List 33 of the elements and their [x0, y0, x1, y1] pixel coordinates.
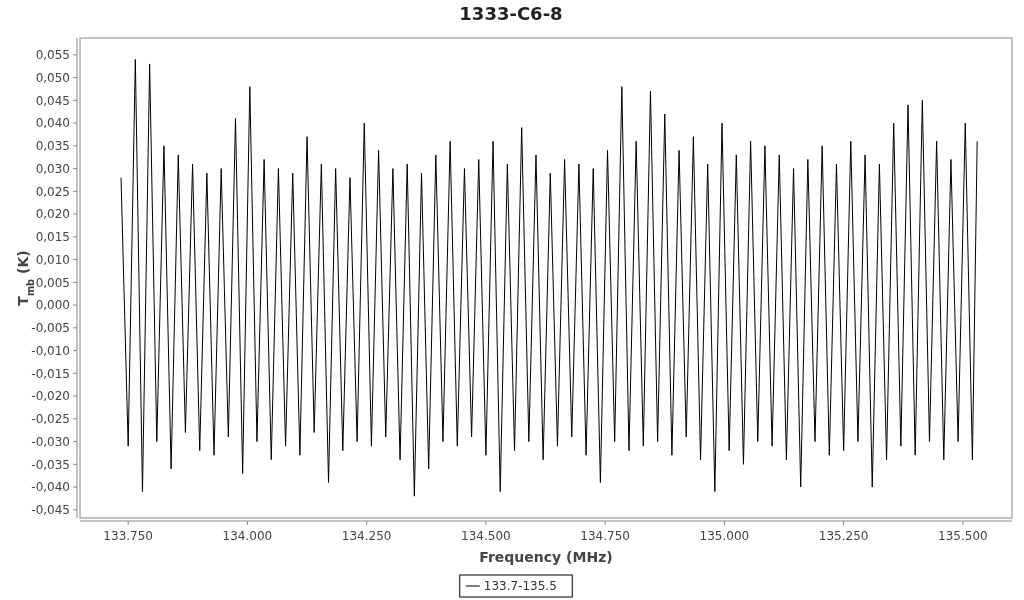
- y-tick-label: 0,010: [35, 252, 70, 267]
- y-tick-label: 0,040: [35, 116, 70, 131]
- x-tick-label: 135.250: [818, 529, 869, 543]
- y-tick-label: 0,005: [35, 275, 70, 290]
- y-tick-label: 0,000: [35, 298, 70, 313]
- chart-title: 1333-C6-8: [459, 3, 563, 24]
- y-tick-label: 0,035: [35, 139, 70, 154]
- line-series: [120, 58, 978, 497]
- y-tick-label: 0,050: [35, 70, 70, 85]
- y-tick-label: 0,045: [35, 93, 70, 108]
- x-tick-label: 133.750: [103, 529, 153, 543]
- y-tick-label: 0,025: [35, 184, 70, 199]
- y-tick-label: -0,005: [31, 321, 70, 336]
- legend-label: 133.7-135.5: [483, 579, 557, 593]
- y-tick-label: -0,040: [31, 480, 70, 495]
- y-tick-label: -0,045: [31, 503, 70, 518]
- y-tick-label: -0,035: [31, 457, 70, 472]
- y-tick-label: 0,015: [35, 230, 70, 245]
- y-tick-label: -0,015: [31, 366, 70, 381]
- x-tick-label: 135.500: [938, 529, 988, 543]
- y-tick-label: -0,010: [31, 343, 70, 358]
- x-tick-label: 135.000: [699, 529, 750, 543]
- x-tick-label: 134.000: [222, 529, 273, 543]
- y-tick-label: 0,030: [35, 161, 70, 176]
- x-tick-label: 134.750: [580, 529, 630, 543]
- x-axis-title: Frequency (MHz): [479, 549, 613, 565]
- y-tick-label: 0,020: [35, 207, 70, 222]
- y-tick-label: -0,020: [31, 389, 70, 404]
- x-tick-label: 134.250: [341, 529, 392, 543]
- y-tick-label: -0,030: [31, 434, 70, 449]
- x-tick-label: 134.500: [461, 529, 511, 543]
- y-tick-label: -0,025: [31, 412, 70, 427]
- y-tick-label: 0,055: [35, 48, 70, 63]
